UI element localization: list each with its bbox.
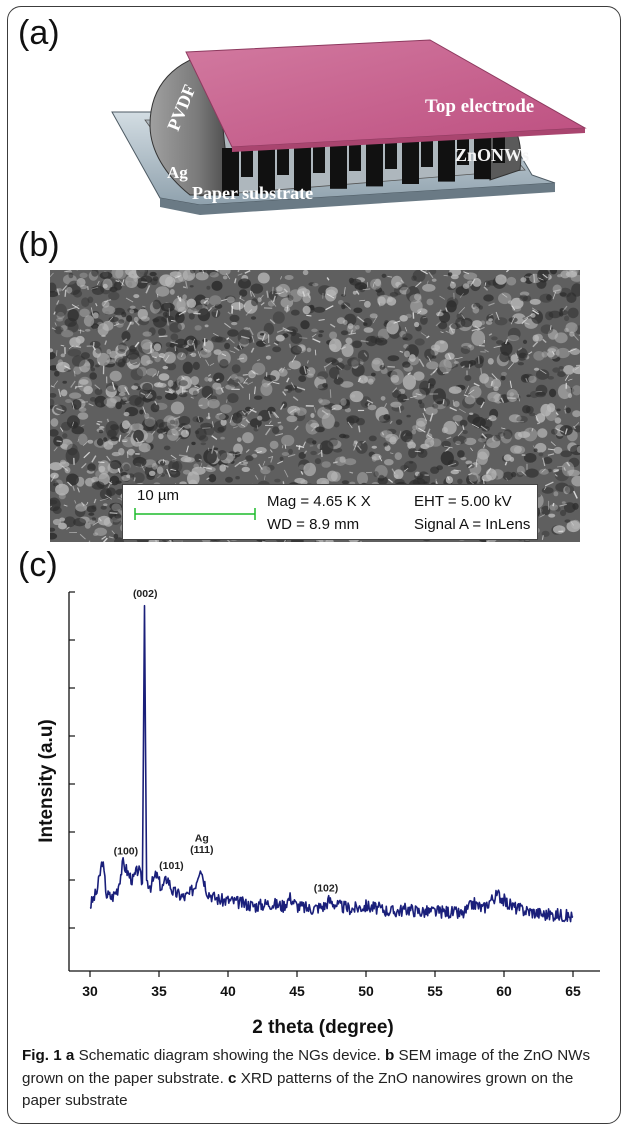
nanowire	[438, 136, 455, 182]
peak-annotation: (101)	[159, 860, 184, 872]
nanowire	[241, 147, 253, 177]
peak-annotation: (102)	[314, 883, 339, 895]
caption-b-letter: b	[385, 1047, 395, 1064]
eht-text: EHT = 5.00 kV	[414, 493, 512, 510]
caption-a-text: Schematic diagram showing the NGs device…	[74, 1047, 385, 1064]
zno-label: ZnONWs	[455, 145, 529, 165]
xrd-chart: 30 35 40 45 50 55 60 65 (002)(100)(101)Ag(111)(…	[36, 588, 600, 1038]
nanowire	[330, 142, 347, 189]
caption-c-letter: c	[228, 1069, 237, 1087]
panel-c-label: (c)	[18, 546, 58, 584]
nanowire	[349, 141, 361, 171]
nanowire	[474, 134, 491, 180]
wd-text: WD = 8.9 mm	[267, 516, 360, 533]
nanowire	[402, 138, 419, 184]
signal-text: Signal A = InLens	[414, 516, 531, 533]
x-tick-label: 30	[82, 983, 98, 999]
caption-b-text: SEM image of the ZnO NWs grown on the pa…	[22, 1047, 591, 1087]
top-electrode-label: Top electrode	[425, 96, 534, 117]
figure-frame	[7, 6, 621, 1124]
nanowire	[385, 139, 397, 169]
caption-c-text: XRD patterns of the ZnO nanowires grown …	[22, 1069, 574, 1110]
nanowire	[258, 146, 275, 194]
scale-bar-text: 10 µm	[137, 487, 179, 504]
x-tick-label: 45	[289, 983, 305, 999]
xrd-axes	[68, 592, 600, 972]
ag-label: Ag	[167, 163, 188, 182]
nanowire	[294, 144, 311, 192]
mag-text: Mag = 4.65 K X	[267, 493, 371, 510]
caption-a-letter: a	[66, 1047, 74, 1064]
nanowire	[366, 140, 383, 187]
x-tick-label: 55	[427, 983, 443, 999]
nanowire	[493, 133, 505, 163]
paper-substrate-label: Paper substrate	[192, 183, 313, 203]
x-tick-label: 60	[496, 983, 512, 999]
x-tick-label: 50	[358, 983, 374, 999]
x-tick-label: 35	[151, 983, 167, 999]
peak-annotation: (100)	[114, 846, 139, 858]
device-schematic: Top electrode PVDF ZnONWs Ag Paper subst…	[111, 39, 587, 215]
caption-a-letter-text: a	[65, 1047, 75, 1064]
x-tick-label: 65	[565, 983, 581, 999]
nanowire	[277, 145, 289, 175]
y-axis-label: Intensity (a.u)	[36, 719, 57, 843]
figure-caption: Fig. 1 a Schematic diagram showing the N…	[22, 1045, 612, 1113]
scale-bar	[134, 508, 256, 520]
peak-annotation: Ag	[195, 833, 209, 845]
x-tick-label: 40	[220, 983, 236, 999]
peak-annotation: (111)	[190, 844, 213, 856]
xrd-series	[89, 604, 574, 923]
zno-nanowires	[222, 133, 505, 196]
nanowire	[313, 143, 325, 173]
xrd-series-line	[89, 604, 574, 923]
panel-b-label: (b)	[18, 226, 60, 264]
nanowire	[421, 137, 433, 167]
xrd-ticks: 30 35 40 45 50 55 60 65	[69, 591, 581, 999]
panel-a-label: (a)	[18, 14, 60, 52]
nanowire	[457, 135, 469, 165]
caption-fig-label: Fig. 1	[22, 1047, 62, 1064]
nanowire	[222, 148, 239, 196]
sem-info-box: 10 µm Mag = 4.65 K X WD = 8.9 mm EHT = 5…	[122, 484, 538, 540]
x-axis-label: 2 theta (degree)	[252, 1017, 393, 1038]
peak-annotation: (002)	[133, 588, 158, 600]
xrd-annotations: (002) (100) (101) Ag(111) (102)	[114, 588, 339, 895]
